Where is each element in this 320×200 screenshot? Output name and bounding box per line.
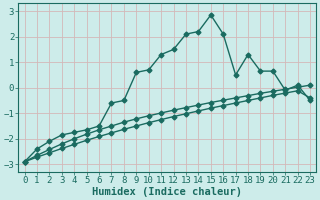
X-axis label: Humidex (Indice chaleur): Humidex (Indice chaleur) — [92, 186, 242, 197]
